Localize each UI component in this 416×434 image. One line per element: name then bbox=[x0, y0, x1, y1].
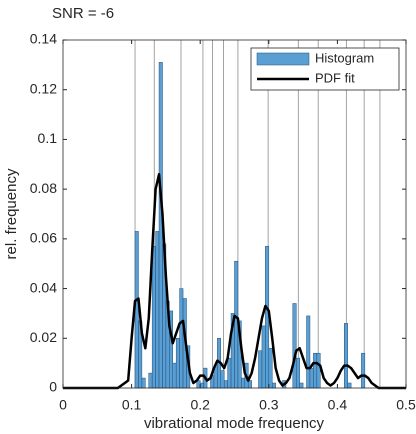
y-tick-label: 0.04 bbox=[30, 279, 57, 295]
bar bbox=[220, 370, 225, 389]
bar bbox=[151, 246, 156, 389]
y-tick-label: 0.02 bbox=[30, 329, 57, 345]
x-tick-label: 0.3 bbox=[259, 397, 279, 413]
bar bbox=[306, 315, 311, 389]
bar bbox=[268, 347, 273, 389]
bar bbox=[134, 231, 139, 389]
bar bbox=[265, 246, 270, 389]
legend-patch bbox=[256, 52, 310, 66]
y-tick-label: 0.14 bbox=[30, 31, 57, 47]
bar bbox=[175, 338, 180, 389]
bar bbox=[309, 367, 314, 389]
bar bbox=[344, 323, 348, 389]
x-axis-label: vibrational mode frequency bbox=[144, 415, 325, 432]
bar bbox=[258, 350, 263, 389]
bar bbox=[261, 325, 266, 389]
bar bbox=[316, 352, 321, 389]
bar bbox=[361, 352, 366, 389]
bar bbox=[295, 357, 300, 389]
plot-frame bbox=[62, 39, 407, 389]
y-tick-label: 0.12 bbox=[30, 80, 57, 96]
chart-title: SNR = -6 bbox=[52, 5, 114, 22]
x-tick-label: 0 bbox=[59, 397, 67, 413]
bar bbox=[148, 372, 153, 389]
bar bbox=[347, 382, 352, 389]
y-axis-label: rel. frequency bbox=[3, 168, 20, 259]
bar bbox=[299, 382, 304, 389]
bar bbox=[227, 357, 232, 389]
bar bbox=[141, 377, 146, 389]
y-tick-label: 0.1 bbox=[38, 130, 58, 146]
pdf-line bbox=[63, 172, 406, 390]
y-tick-label: 0 bbox=[49, 379, 57, 395]
y-tick-label: 0.08 bbox=[30, 180, 57, 196]
bar bbox=[292, 303, 297, 389]
bar bbox=[179, 288, 184, 389]
x-tick-label: 0.5 bbox=[396, 397, 416, 413]
x-tick-label: 0.4 bbox=[328, 397, 348, 413]
y-tick-label: 0.06 bbox=[30, 230, 57, 246]
bar bbox=[199, 382, 204, 389]
bar bbox=[155, 231, 160, 389]
bar bbox=[241, 377, 246, 389]
legend-label: PDF fit bbox=[315, 70, 355, 85]
bar bbox=[172, 362, 177, 389]
bar bbox=[271, 382, 276, 389]
x-tick-label: 0.1 bbox=[122, 397, 142, 413]
legend-label: Histogram bbox=[315, 50, 374, 65]
bar bbox=[313, 352, 318, 389]
x-tick-label: 0.2 bbox=[190, 397, 210, 413]
bar bbox=[223, 380, 228, 389]
